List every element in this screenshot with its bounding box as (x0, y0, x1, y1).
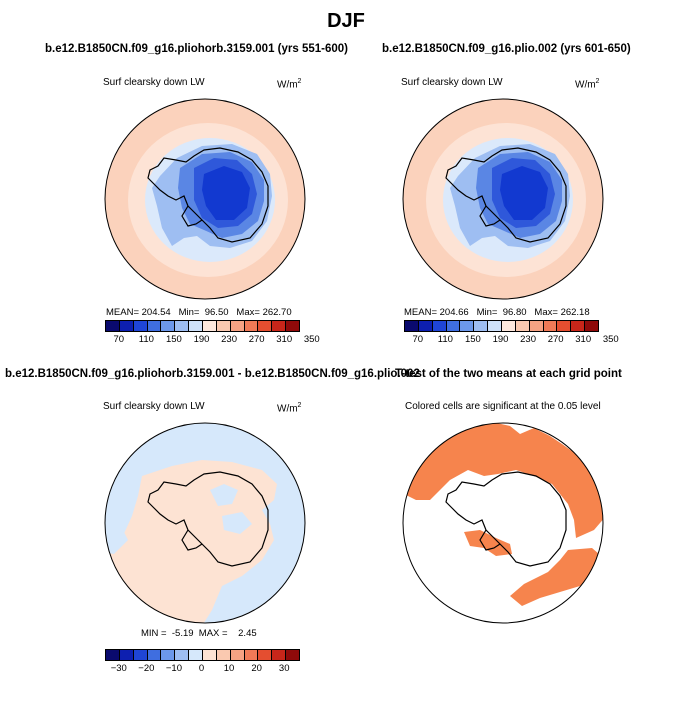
colorbar-tick-label: −10 (165, 663, 182, 674)
colorbar-swatch (175, 321, 190, 331)
colorbar-swatch (161, 650, 176, 660)
colorbar-swatch (418, 321, 433, 331)
colorbar-swatch (571, 321, 586, 331)
panel-3-stats: MIN = -5.19 MAX = 2.45 (141, 628, 257, 639)
colorbar-tick-label: 270 (248, 334, 265, 345)
colorbar-tick-label: 270 (547, 334, 564, 345)
colorbar-swatch (230, 650, 245, 660)
colorbar-swatch (488, 321, 503, 331)
colorbar-swatch (106, 650, 120, 660)
panel-1-title: b.e12.B1850CN.f09_g16.pliohorb.3159.001 … (45, 43, 348, 55)
colorbar-tick-label: 310 (575, 334, 592, 345)
colorbar-swatch (203, 650, 217, 660)
colorbar-swatch (216, 321, 231, 331)
colorbar-swatch (272, 321, 287, 331)
colorbar-swatch (432, 321, 447, 331)
figure-title: DJF (327, 10, 365, 32)
colorbar-swatch (502, 321, 516, 331)
colorbar-tick-label: 70 (113, 334, 125, 345)
colorbar-swatch (557, 321, 572, 331)
colorbar-swatch (189, 650, 204, 660)
colorbar-tick-label: 110 (138, 334, 154, 345)
panel-3-variable: Surf clearsky down LW (103, 401, 205, 412)
colorbar-swatch (446, 321, 461, 331)
colorbar-swatch (133, 650, 148, 660)
panel-2-stats: MEAN= 204.66 Min= 96.80 Max= 262.18 (404, 307, 590, 318)
colorbar-swatch (272, 650, 287, 660)
panel-3-title: b.e12.B1850CN.f09_g16.pliohorb.3159.001 … (5, 368, 420, 380)
colorbar-swatch (147, 321, 162, 331)
colorbar-swatch (585, 321, 599, 331)
colorbar-swatch (474, 321, 489, 331)
colorbar-swatch (119, 321, 134, 331)
colorbar-tick-label: 190 (193, 334, 210, 345)
colorbar-swatch (258, 321, 273, 331)
panel-2-units: W/m2 (575, 78, 600, 91)
colorbar-tick-label: 230 (221, 334, 237, 345)
colorbar-swatch (203, 321, 217, 331)
colorbar-swatch (244, 650, 259, 660)
colorbar-swatch (175, 650, 190, 660)
colorbar-tick-label: 190 (492, 334, 509, 345)
panel-3-units: W/m2 (277, 402, 302, 415)
panel-1-colorbar-ticks: 70 110 150 190 230 270 310 350 (105, 334, 319, 346)
colorbar-swatch (460, 321, 475, 331)
colorbar-swatch (161, 321, 176, 331)
colorbar-swatch (147, 650, 162, 660)
colorbar-tick-label: 10 (223, 663, 235, 674)
colorbar-tick-label: 230 (520, 334, 536, 345)
colorbar-tick-label: 70 (412, 334, 424, 345)
colorbar-swatch (258, 650, 273, 660)
panel-1-map (104, 98, 306, 300)
colorbar-swatch (543, 321, 558, 331)
panel-4-variable: Colored cells are significant at the 0.0… (405, 401, 601, 412)
colorbar-tick-label: 310 (276, 334, 293, 345)
colorbar-tick-label: −30 (110, 663, 127, 674)
colorbar-swatch (106, 321, 120, 331)
colorbar-swatch (529, 321, 544, 331)
panel-3-map (104, 422, 306, 624)
colorbar-swatch (216, 650, 231, 660)
colorbar-tick-label: 150 (165, 334, 182, 345)
colorbar-tick-label: −20 (138, 663, 155, 674)
colorbar-tick-label: 20 (251, 663, 262, 674)
colorbar-tick-label: 30 (278, 663, 290, 674)
colorbar-tick-label: 110 (437, 334, 453, 345)
panel-1-colorbar (105, 320, 300, 332)
colorbar-swatch (119, 650, 134, 660)
panel-2-map (402, 98, 604, 300)
colorbar-tick-label: 350 (602, 334, 619, 345)
panel-3-colorbar (105, 649, 300, 661)
panel-4-title: T-test of the two means at each grid poi… (395, 368, 622, 380)
panel-3-colorbar-ticks: −30 −20 −10 0 10 20 30 (105, 663, 300, 675)
colorbar-swatch (133, 321, 148, 331)
colorbar-tick-label: 0 (198, 663, 205, 674)
panel-2-variable: Surf clearsky down LW (401, 77, 503, 88)
panel-2-colorbar-ticks: 70 110 150 190 230 270 310 350 (404, 334, 618, 346)
colorbar-swatch (405, 321, 419, 331)
colorbar-swatch (286, 321, 300, 331)
colorbar-swatch (286, 650, 300, 660)
colorbar-swatch (244, 321, 259, 331)
colorbar-tick-label: 350 (303, 334, 320, 345)
panel-2-colorbar (404, 320, 599, 332)
panel-1-stats: MEAN= 204.54 Min= 96.50 Max= 262.70 (106, 307, 292, 318)
colorbar-swatch (230, 321, 245, 331)
colorbar-tick-label: 150 (464, 334, 481, 345)
panel-4-map (402, 422, 604, 624)
panel-1-variable: Surf clearsky down LW (103, 77, 205, 88)
colorbar-swatch (515, 321, 530, 331)
panel-1-units: W/m2 (277, 78, 302, 91)
panel-2-title: b.e12.B1850CN.f09_g16.plio.002 (yrs 601-… (382, 43, 631, 55)
colorbar-swatch (189, 321, 204, 331)
